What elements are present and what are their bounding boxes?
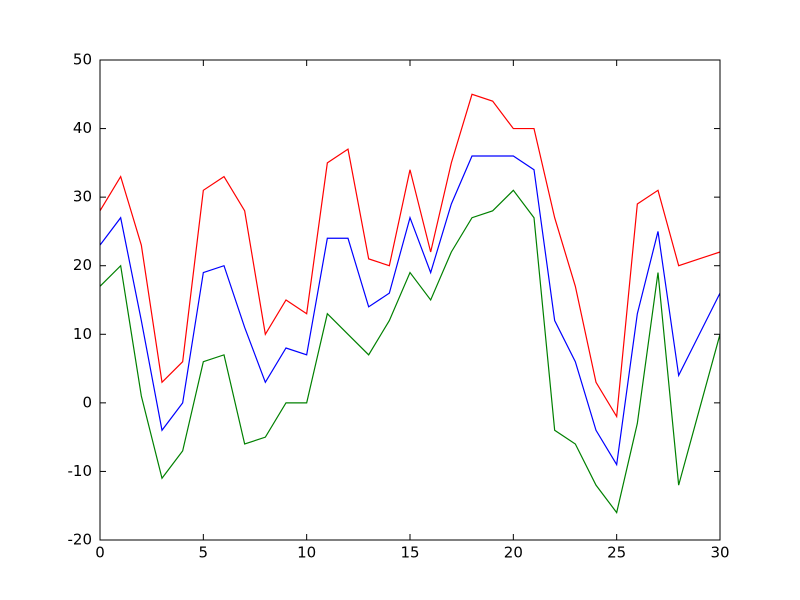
x-tick-label: 10: [297, 544, 316, 562]
y-tick-label: 50: [73, 51, 92, 69]
y-tick-label: 10: [73, 325, 92, 343]
line-series: [99, 155, 721, 467]
x-tick-label: 20: [504, 544, 523, 562]
line-series: [99, 189, 721, 514]
x-tick-label: 0: [95, 544, 105, 562]
x-tick-label: 25: [607, 544, 626, 562]
y-tick-label: 40: [73, 119, 92, 137]
line-series: [99, 93, 721, 419]
y-tick-label: -10: [68, 462, 93, 480]
x-tick-label: 30: [710, 544, 729, 562]
y-tick-label: 30: [73, 188, 92, 206]
y-tick-label: 0: [82, 393, 92, 411]
y-tick-label: 20: [73, 256, 92, 274]
x-tick-label: 15: [400, 544, 419, 562]
y-tick-label: -20: [68, 531, 93, 549]
x-tick-label: 5: [199, 544, 209, 562]
